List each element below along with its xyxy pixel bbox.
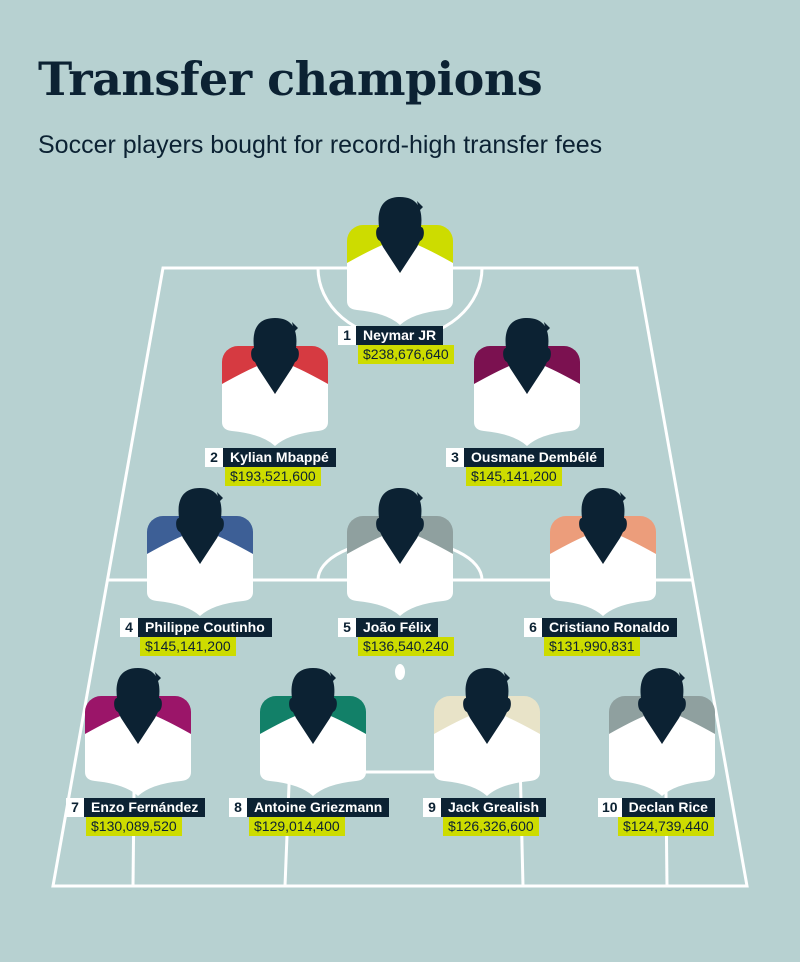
- transfer-fee: $145,141,200: [466, 467, 562, 486]
- player-label: 1 Neymar JR $238,676,640: [338, 326, 454, 364]
- head-icon: [376, 197, 424, 273]
- transfer-fee: $124,739,440: [618, 817, 714, 836]
- head-icon: [579, 488, 627, 564]
- rank-badge: 7: [66, 798, 84, 817]
- shirt: [347, 534, 453, 616]
- shirt: [347, 243, 453, 325]
- transfer-fee: $126,326,600: [443, 817, 539, 836]
- transfer-fee: $193,521,600: [225, 467, 321, 486]
- rank-badge: 8: [229, 798, 247, 817]
- page-subtitle: Soccer players bought for record-high tr…: [38, 131, 603, 159]
- player-label: 6 Cristiano Ronaldo $131,990,831: [524, 618, 677, 656]
- head-icon: [251, 318, 299, 394]
- head-icon: [463, 668, 511, 744]
- player-silhouette: [347, 488, 453, 616]
- shirt: [550, 534, 656, 616]
- player-silhouette: [222, 318, 328, 446]
- player-silhouette: [147, 488, 253, 616]
- head-icon: [503, 318, 551, 394]
- transfer-fee: $145,141,200: [140, 637, 236, 656]
- transfer-fee: $131,990,831: [544, 637, 640, 656]
- player-label: 8 Antoine Griezmann $129,014,400: [229, 798, 390, 836]
- player-label: 2 Kylian Mbappé $193,521,600: [205, 448, 336, 486]
- player-name: Enzo Fernández: [84, 798, 206, 817]
- shirt: [260, 714, 366, 796]
- player-silhouette: [85, 668, 191, 796]
- shirt: [609, 714, 715, 796]
- shirt: [474, 364, 580, 446]
- transfer-fee: $130,089,520: [86, 817, 182, 836]
- head-icon: [114, 668, 162, 744]
- player-name: Jack Grealish: [441, 798, 547, 817]
- transfer-fee: $238,676,640: [358, 345, 454, 364]
- transfer-fee: $136,540,240: [358, 637, 454, 656]
- page-title: Transfer champions: [38, 52, 543, 106]
- player-name: Ousmane Dembélé: [464, 448, 605, 467]
- player-label: 9 Jack Grealish $126,326,600: [423, 798, 547, 836]
- shirt: [434, 714, 540, 796]
- player-name: Declan Rice: [621, 798, 715, 817]
- player-name: Cristiano Ronaldo: [542, 618, 677, 637]
- player-silhouette: [550, 488, 656, 616]
- player-name: Philippe Coutinho: [138, 618, 272, 637]
- rank-badge: 9: [423, 798, 441, 817]
- penalty-spot: [395, 664, 405, 680]
- rank-badge: 5: [338, 618, 356, 637]
- player-label: 5 João Félix $136,540,240: [338, 618, 454, 656]
- head-icon: [289, 668, 337, 744]
- rank-badge: 1: [338, 326, 356, 345]
- player-name: João Félix: [356, 618, 439, 637]
- head-icon: [638, 668, 686, 744]
- pitch-outline: [51, 266, 749, 888]
- shirt: [85, 714, 191, 796]
- rank-badge: 10: [598, 798, 622, 817]
- player-silhouette: [434, 668, 540, 796]
- rank-badge: 2: [205, 448, 223, 467]
- player-label: 10 Declan Rice $124,739,440: [598, 798, 715, 836]
- rank-badge: 3: [446, 448, 464, 467]
- rank-badge: 6: [524, 618, 542, 637]
- rank-badge: 4: [120, 618, 138, 637]
- head-icon: [376, 488, 424, 564]
- head-icon: [176, 488, 224, 564]
- player-label: 4 Philippe Coutinho $145,141,200: [120, 618, 272, 656]
- player-silhouette: [609, 668, 715, 796]
- player-silhouette: [260, 668, 366, 796]
- transfer-fee: $129,014,400: [249, 817, 345, 836]
- player-name: Antoine Griezmann: [247, 798, 390, 817]
- shirt: [147, 534, 253, 616]
- player-silhouette: [474, 318, 580, 446]
- player-name: Neymar JR: [356, 326, 444, 345]
- player-name: Kylian Mbappé: [223, 448, 336, 467]
- player-silhouette: [347, 197, 453, 325]
- shirt: [222, 364, 328, 446]
- player-label: 3 Ousmane Dembélé $145,141,200: [446, 448, 605, 486]
- player-label: 7 Enzo Fernández $130,089,520: [66, 798, 206, 836]
